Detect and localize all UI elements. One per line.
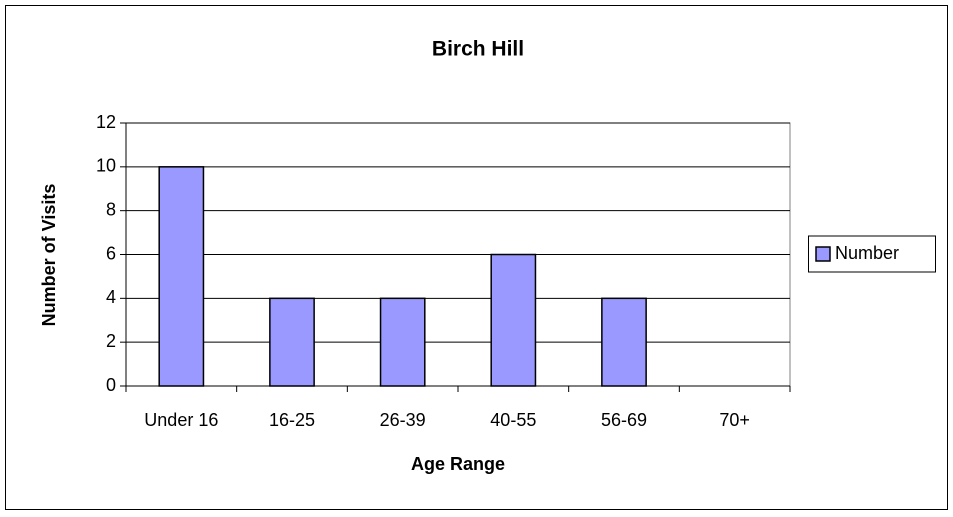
y-tick-label: 8 (106, 199, 116, 219)
y-tick-label: 0 (106, 375, 116, 395)
chart-title: Birch Hill (432, 38, 524, 61)
y-tick-label: 10 (96, 156, 116, 176)
bar (158, 166, 205, 387)
y-tick-label: 2 (106, 331, 116, 351)
y-tick-label: 4 (106, 287, 116, 307)
bar (601, 297, 647, 387)
y-axis-label: Number of Visits (39, 184, 59, 327)
legend-swatch (815, 246, 831, 262)
x-tick-label: 40-55 (490, 410, 536, 430)
x-tick-label: 26-39 (380, 410, 426, 430)
bar (269, 297, 315, 387)
legend-label: Number (835, 243, 899, 263)
x-tick-label: 16-25 (269, 410, 315, 430)
bar (490, 253, 537, 387)
y-tick-label: 12 (96, 112, 116, 132)
x-tick-label: Under 16 (144, 410, 218, 430)
bar (379, 297, 426, 387)
x-axis-label: Age Range (411, 454, 505, 474)
x-tick-label: 70+ (719, 410, 750, 430)
x-tick-label: 56-69 (601, 410, 647, 430)
y-tick-label: 6 (106, 243, 116, 263)
